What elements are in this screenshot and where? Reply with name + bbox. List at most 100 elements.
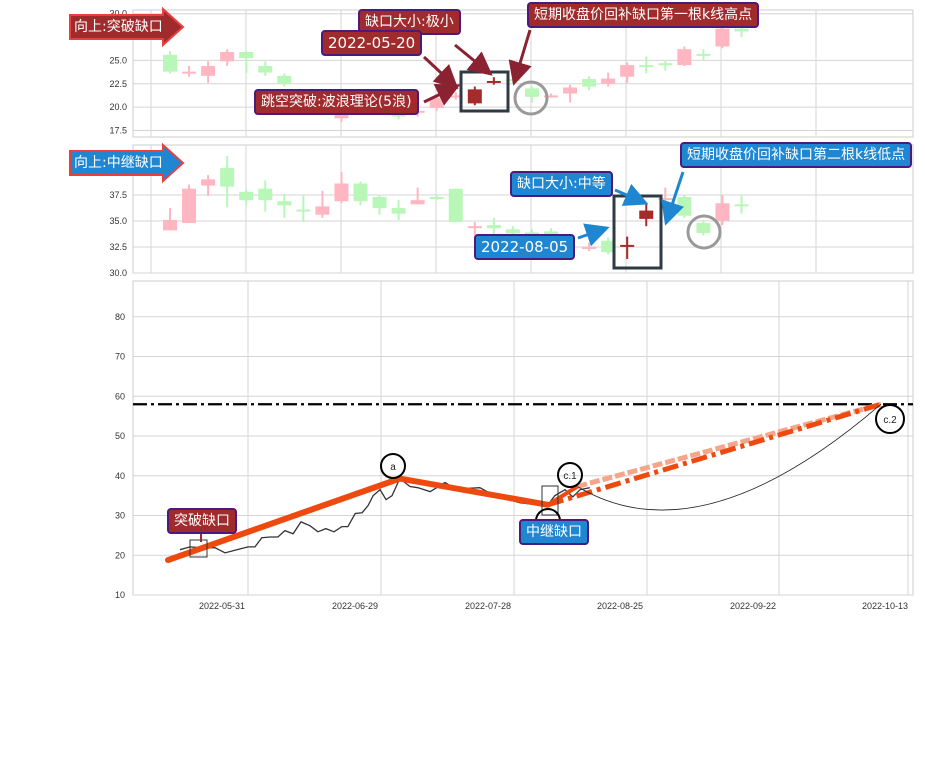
candle-body [524, 232, 539, 235]
candle-body [524, 88, 539, 97]
candle-body [220, 52, 235, 62]
y-tick-label: 70 [115, 352, 125, 362]
wave-point-circle-a [380, 453, 406, 479]
candle-body [182, 188, 197, 224]
x-tick-label: 2022-09-22 [730, 601, 776, 611]
candle-body [601, 78, 616, 84]
candle-body [277, 75, 292, 84]
y-tick-label: 50 [115, 431, 125, 441]
gap-size-label-medium: 缺口大小:中等 [510, 171, 613, 197]
candle-body [296, 209, 311, 212]
candle-body [486, 225, 501, 229]
y-tick-label: 30.0 [109, 9, 127, 19]
candle-body [620, 65, 635, 77]
wave-point-circle-c2 [875, 404, 905, 434]
continuation-gap-label: 中继缺口 [519, 519, 589, 545]
candle-body [467, 89, 482, 104]
candle-body [639, 210, 654, 219]
candle-body [277, 201, 292, 206]
breakout-gap-box [189, 539, 208, 558]
candle-body [448, 188, 463, 223]
panel-breakout-gap: 17.5 20.0 22.5 25.0 30.0 [109, 9, 914, 138]
candle-body [582, 246, 597, 249]
wave-point-circle-c1 [557, 462, 583, 488]
candle-body [391, 207, 406, 214]
projection-arc [577, 403, 882, 511]
wave-point-label: c.2 [883, 415, 897, 426]
candle-body [544, 95, 558, 98]
gap-date-label-2: 2022-08-05 [474, 234, 576, 260]
candle-body [696, 53, 711, 56]
projection-line-light [576, 401, 882, 489]
annotation-overlay [69, 6, 722, 270]
candle-body [334, 183, 349, 202]
plot-frame [132, 9, 914, 138]
title-arrow-red [69, 6, 185, 48]
x-tick-label: 2022-08-25 [597, 601, 643, 611]
x-tick-label: 2022-07-28 [465, 601, 511, 611]
candle-body [620, 244, 635, 247]
y-tick-label: 35.0 [109, 216, 127, 226]
y-tick-label: 37.5 [109, 190, 127, 200]
candle-body [715, 203, 730, 221]
y-tick-label: 20 [115, 550, 125, 560]
candle-body [163, 54, 177, 72]
y-tick-label: 30 [115, 511, 125, 521]
gap-date-label-1: 2022-05-20 [321, 30, 423, 56]
annotation-arrow-blue [577, 223, 610, 247]
candle-body [372, 197, 387, 208]
projection-line [547, 401, 882, 508]
candle-body [677, 49, 692, 66]
annotation-arrow-blue [661, 171, 685, 226]
breakout-wave-label: 跳空突破:波浪理论(5浪) [254, 89, 419, 115]
candle-body [315, 206, 330, 215]
y-tick-label: 80 [115, 312, 125, 322]
candle-body [220, 167, 235, 187]
candle-body [201, 179, 216, 186]
y-tick-label: 30.0 [109, 268, 127, 278]
candle-body [582, 79, 597, 87]
y-tick-label: 20.0 [109, 102, 127, 112]
y-tick-label: 10 [115, 590, 125, 600]
candle-body [258, 66, 273, 73]
candle-body [734, 204, 749, 207]
candle-body [201, 66, 216, 76]
title-arrow-blue [69, 142, 185, 184]
candle-body [734, 28, 749, 32]
candle-body [544, 231, 558, 234]
candle-body [696, 223, 711, 233]
candle-body [658, 198, 673, 201]
candle-body [239, 191, 254, 201]
candle-body [505, 229, 520, 234]
breakout-gap-label: 突破缺口 [167, 508, 237, 534]
annotation-arrow-red [454, 43, 493, 76]
candle-body [715, 28, 730, 47]
candle-body [563, 87, 578, 94]
annotation-arrow-red [422, 55, 459, 90]
x-tick-label: 2022-10-13 [862, 601, 908, 611]
x-tick-label: 2022-06-29 [332, 601, 378, 611]
wave-point-label: a [390, 462, 396, 473]
candle-body [258, 188, 273, 201]
x-tick-label: 2022-05-31 [199, 601, 245, 611]
y-tick-label: 40 [115, 471, 125, 481]
annotation-arrow-blue [614, 183, 649, 206]
y-tick-label: 60 [115, 391, 125, 401]
candle-body [639, 65, 654, 68]
wave-point-label: c.1 [563, 471, 577, 482]
y-tick-label: 25.0 [109, 55, 127, 65]
candle-body [677, 197, 692, 216]
panel-wave-projection: 10 20 30 40 50 60 70 80 2022-05-31 2022-06-29 2022… [115, 280, 914, 611]
refill-circle-2 [686, 214, 722, 250]
panel1-title: 向上:突破缺口 [74, 19, 163, 35]
candle-body [163, 219, 177, 231]
annotation-arrow-red [423, 84, 461, 106]
candle-body [601, 240, 616, 253]
refill-first-high-label: 短期收盘价回补缺口第一根k线高点 [527, 2, 760, 28]
refill-second-low-label: 短期收盘价回补缺口第二根k线低点 [680, 142, 913, 168]
continuation-gap-box [541, 485, 559, 516]
y-tick-label: 22.5 [109, 79, 127, 89]
y-tick-label: 32.5 [109, 242, 127, 252]
panel2-title: 向上:中继缺口 [74, 155, 163, 171]
